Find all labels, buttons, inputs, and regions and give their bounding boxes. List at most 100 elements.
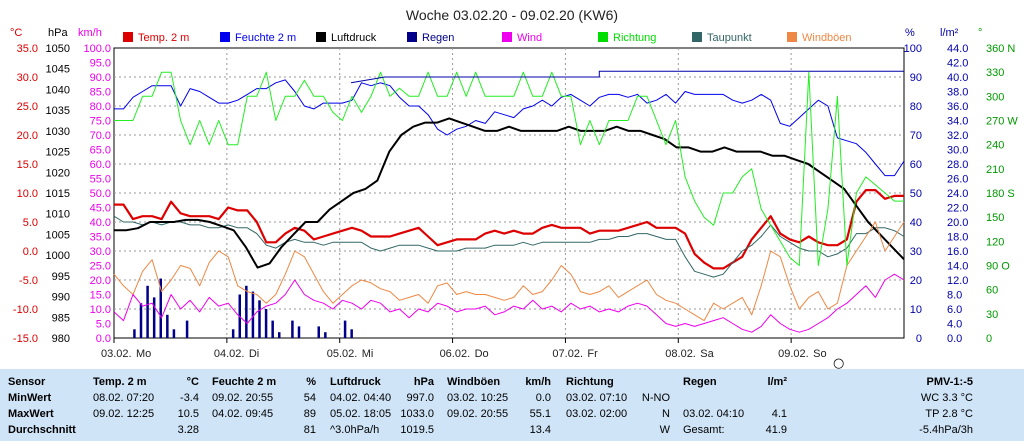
rain-bar	[343, 320, 347, 338]
wind-tick-label: 40.0	[90, 217, 111, 229]
wind-tick-label: 55.0	[90, 174, 111, 186]
wind-tick-label: 0.0	[96, 333, 111, 345]
pressure-tick-label: 1045	[46, 64, 70, 76]
x-day-label: Fr	[587, 348, 598, 360]
wind-tick-label: 50.0	[90, 188, 111, 200]
wind-tick-label: 10.0	[90, 304, 111, 316]
pressure-tick-label: 1000	[46, 250, 70, 262]
luftdruck-min-time: 04.02. 04:40	[330, 392, 392, 404]
legend-swatch	[692, 32, 702, 42]
rain-tick-label: 24.0	[947, 188, 968, 200]
regen-max-value: 4.1	[771, 408, 787, 420]
rain-bar	[264, 309, 268, 338]
direction-tick-label: 120	[986, 236, 1004, 248]
legend-label: Richtung	[613, 32, 656, 44]
legend-label: Regen	[422, 32, 454, 44]
rain-bar	[152, 297, 156, 338]
temp-tick-label: 35.0	[17, 43, 38, 55]
direction-unit: °	[978, 27, 982, 39]
feuchte-header: Feuchte 2 m	[212, 376, 277, 388]
windboeen-header: Windböen	[447, 376, 501, 388]
rain-bar	[133, 329, 136, 338]
row-label-min: MinWert	[8, 392, 52, 404]
rain-tick-label: 28.0	[947, 159, 968, 171]
rain-tick-label: 32.0	[947, 130, 968, 142]
direction-tick-label: 330	[986, 67, 1004, 79]
pressure-tick-label: 1035	[46, 105, 70, 117]
wind-unit: km/h	[78, 27, 102, 39]
humidity-tick-label: 0	[916, 333, 922, 345]
rain-tick-label: 42.0	[947, 58, 968, 70]
rain-tick-label: 34.0	[947, 116, 968, 128]
rain-bar	[271, 320, 274, 338]
series-line-feuchte-max	[350, 70, 904, 84]
temp-tick-label: 30.0	[17, 72, 38, 84]
pmv-header: PMV-1:-5	[926, 376, 973, 388]
regen-header: Regen	[683, 376, 717, 388]
temp-tick-label: 25.0	[17, 101, 38, 113]
direction-tick-label: 210	[986, 164, 1004, 176]
legend-label: Temp. 2 m	[138, 32, 189, 44]
legend-swatch	[316, 32, 326, 42]
pressure-tick-label: 1020	[46, 167, 70, 179]
x-date-label: 08.02.	[665, 348, 696, 360]
rain-bar	[258, 300, 261, 338]
row-label-max: MaxWert	[8, 408, 54, 420]
richtung-avg-value: W	[659, 424, 670, 436]
rain-bar	[146, 285, 149, 338]
humidity-tick-label: 80	[910, 101, 922, 113]
humidity-tick-label: 60	[910, 159, 922, 171]
rain-unit: l/m²	[940, 27, 959, 39]
temp-tick-label: 20.0	[17, 130, 38, 142]
luftdruck-min-value: 997.0	[406, 392, 434, 404]
rain-bar	[245, 285, 248, 338]
rain-tick-label: 26.0	[947, 174, 968, 186]
series-line-wind	[113, 273, 905, 333]
rain-bar	[324, 332, 327, 338]
richtung-min-time: 03.02. 07:10	[566, 392, 628, 404]
x-day-label: Di	[249, 348, 259, 360]
temp-tick-label: 0.0	[23, 246, 38, 258]
pressure-tick-label: 990	[52, 292, 70, 304]
series-line-windb-en	[113, 221, 905, 322]
temp-min-time: 08.02. 07:20	[93, 392, 155, 404]
grid	[113, 47, 905, 339]
windboeen-max-value: 55.1	[529, 408, 551, 420]
rain-bar	[278, 332, 281, 338]
feuchte-avg-value: 81	[303, 424, 316, 436]
x-day-label: Mi	[362, 348, 374, 360]
rain-bar	[350, 329, 353, 338]
x-axis-labels: 03.02. Mo 04.02. Di 05.02. Mi 06.02. Do 07.02. Fr…	[101, 338, 827, 360]
legend-label: Luftdruck	[331, 32, 377, 44]
rain-bar	[231, 329, 235, 338]
pressure-tick-label: 1005	[46, 229, 70, 241]
legend-swatch	[598, 32, 608, 42]
luftdruck-avg-value: 1019.5	[400, 424, 434, 436]
rain-tick-label: 6.0	[947, 304, 962, 316]
x-day-label: Sa	[700, 348, 714, 360]
pressure-tick-label: 995	[52, 271, 70, 283]
rain-tick-label: 36.0	[947, 101, 968, 113]
pmv-trend: -5.4hPa/3h	[919, 424, 973, 436]
direction-tick-label: 60	[986, 285, 998, 297]
wind-tick-label: 30.0	[90, 246, 111, 258]
richtung-min-value: N-NO	[641, 392, 670, 404]
legend-label: Feuchte 2 m	[235, 32, 296, 44]
feuchte-max-time: 04.02. 09:45	[212, 408, 274, 420]
rain-bar	[166, 314, 169, 338]
humidity-unit: %	[905, 27, 915, 39]
temp-header: Temp. 2 m	[93, 376, 147, 388]
moon-icon: ○	[833, 356, 844, 369]
chart-title: Woche 03.02.20 - 09.02.20 (KW6)	[406, 7, 618, 23]
direction-tick-label: 30	[986, 309, 998, 321]
x-date-label: 09.02.	[778, 348, 809, 360]
pressure-tick-label: 1010	[46, 209, 70, 221]
rain-bar	[291, 320, 294, 338]
humidity-tick-label: 90	[910, 72, 922, 84]
legend-swatch	[407, 32, 417, 42]
rain-tick-label: 14.0	[947, 261, 968, 273]
rain-tick-label: 4.0	[947, 319, 962, 331]
pressure-tick-label: 985	[52, 312, 70, 324]
x-day-label: So	[813, 348, 826, 360]
luftdruck-unit: hPa	[413, 376, 434, 388]
